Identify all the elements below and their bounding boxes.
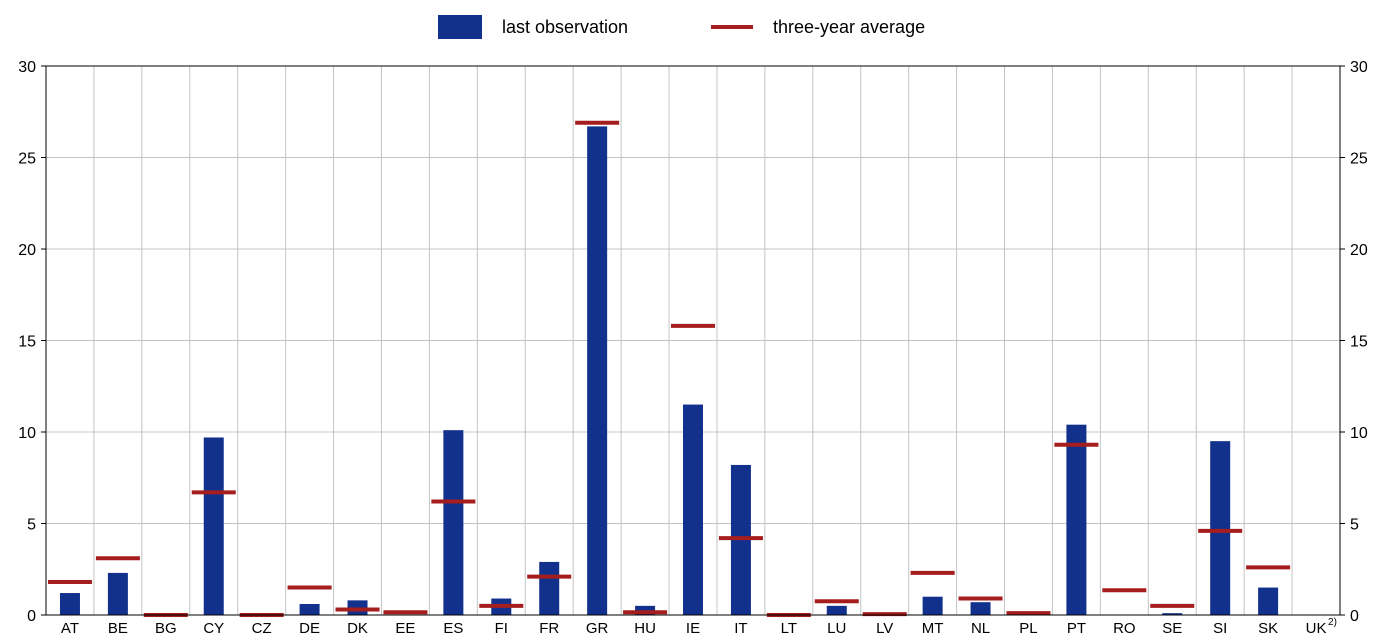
y-tick-label-right: 25 [1350, 151, 1368, 168]
y-tick-label-left: 0 [27, 608, 36, 625]
legend-swatch-three-year-average [711, 25, 753, 29]
y-tick-label-right: 20 [1350, 242, 1368, 259]
x-tick-label-lt: LT [781, 620, 797, 635]
x-tick-label-nl: NL [971, 620, 990, 635]
legend-label-three-year-average: three-year average [773, 16, 926, 37]
x-tick-label-bg: BG [155, 620, 177, 635]
y-tick-label-right: 15 [1350, 334, 1368, 351]
x-tick-label-si: SI [1213, 620, 1227, 635]
y-axis-left: 0 5 10 15 20 25 30 [18, 59, 46, 625]
bar-de [299, 604, 320, 615]
y-tick-label-left: 25 [18, 151, 36, 168]
legend-swatch-last-observation [438, 15, 482, 39]
x-tick-label-hu: HU [634, 620, 656, 635]
y-tick-label-left: 20 [18, 242, 36, 259]
bar-pt [1066, 424, 1087, 615]
bar-se [1162, 613, 1183, 615]
bar-mt [922, 596, 943, 615]
x-tick-label-fi: FI [495, 620, 508, 635]
bar-fr [539, 561, 560, 615]
x-tick-label-lu: LU [827, 620, 846, 635]
bar-gr [587, 126, 608, 615]
bar-ie [683, 404, 703, 615]
bar-nl [970, 602, 991, 615]
bar-at [59, 593, 80, 615]
x-tick-label-gr: GR [586, 620, 609, 635]
y-tick-label-right: 5 [1350, 517, 1359, 534]
x-tick-label-es: ES [443, 620, 463, 635]
y-tick-label-right: 0 [1350, 608, 1359, 625]
x-tick-label-dk: DK [347, 620, 368, 635]
x-tick-label-mt: MT [922, 620, 944, 635]
y-tick-label-left: 15 [18, 334, 36, 351]
bar-sk [1258, 587, 1279, 615]
y-tick-label-right: 30 [1350, 59, 1368, 76]
x-tick-label-sk: SK [1258, 620, 1278, 635]
legend-label-last-observation: last observation [502, 16, 629, 37]
bar-be [107, 572, 128, 615]
bar-si [1210, 441, 1231, 615]
x-tick-label-pl: PL [1019, 620, 1037, 635]
x-tick-label-de: DE [299, 620, 320, 635]
x-tick-label-cz: CZ [252, 620, 272, 635]
x-tick-label-ie: IE [686, 620, 700, 635]
x-tick-label-cy: CY [203, 620, 224, 635]
x-tick-label-uk: UK [1306, 620, 1327, 635]
bar-es [443, 430, 464, 615]
y-tick-label-left: 10 [18, 425, 36, 442]
x-tick-label-ee: EE [395, 620, 415, 635]
x-tick-label-ro: RO [1113, 620, 1136, 635]
y-tick-label-right: 10 [1350, 425, 1368, 442]
x-axis: AT BE BG CY CZ DE DK EE ES FI FR GR HU IE IT LT LU LV MT NL… [61, 617, 1337, 635]
x-tick-footnote-uk: 2) [1328, 617, 1337, 628]
y-tick-label-left: 5 [27, 517, 36, 534]
y-axis-right: 0 5 10 15 20 25 30 [1340, 59, 1368, 625]
legend-item-three-year-average: three-year average [711, 14, 925, 40]
x-tick-label-lv: LV [876, 620, 893, 635]
x-tick-label-be: BE [108, 620, 128, 635]
x-tick-label-at: AT [61, 620, 79, 635]
bar-lu [826, 605, 847, 615]
chart-legend: last observation three-year average [0, 14, 1385, 40]
x-tick-label-se: SE [1162, 620, 1182, 635]
x-tick-label-it: IT [734, 620, 747, 635]
x-tick-label-fr: FR [539, 620, 559, 635]
bar-cy [203, 437, 224, 615]
y-tick-label-left: 30 [18, 59, 36, 76]
x-tick-label-pt: PT [1067, 620, 1086, 635]
legend-item-last-observation: last observation [438, 14, 628, 40]
